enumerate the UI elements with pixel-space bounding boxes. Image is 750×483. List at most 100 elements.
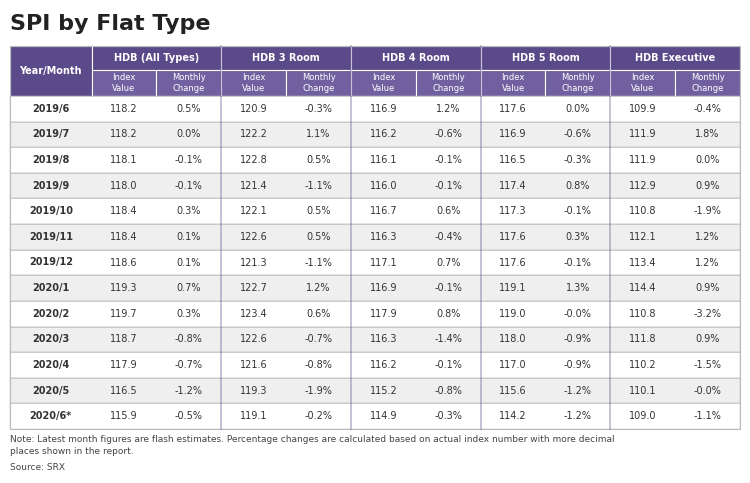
Text: 110.2: 110.2 [629, 360, 656, 370]
Bar [221, 70, 286, 96]
Text: 0.8%: 0.8% [436, 309, 460, 319]
Text: 118.1: 118.1 [110, 155, 138, 165]
Text: -0.8%: -0.8% [175, 334, 202, 344]
Text: 0.8%: 0.8% [566, 181, 590, 191]
Text: 114.4: 114.4 [629, 283, 656, 293]
Text: 0.6%: 0.6% [307, 309, 331, 319]
Text: 116.2: 116.2 [370, 129, 398, 140]
Text: 119.3: 119.3 [240, 385, 268, 396]
Text: -0.7%: -0.7% [304, 334, 332, 344]
Text: -1.1%: -1.1% [304, 257, 332, 268]
Text: Index
Value: Index Value [631, 73, 655, 93]
Bar [157, 70, 221, 96]
Text: 2020/1: 2020/1 [32, 283, 70, 293]
Text: -1.2%: -1.2% [175, 385, 203, 396]
Bar [10, 173, 740, 199]
Text: HDB Executive: HDB Executive [635, 53, 716, 63]
Text: -0.9%: -0.9% [564, 334, 592, 344]
Text: 117.0: 117.0 [500, 360, 527, 370]
Bar [92, 46, 221, 70]
Text: 111.8: 111.8 [629, 334, 656, 344]
Text: -0.3%: -0.3% [304, 104, 332, 114]
Text: 0.9%: 0.9% [695, 283, 720, 293]
Text: 122.6: 122.6 [240, 232, 268, 242]
Text: 120.9: 120.9 [240, 104, 268, 114]
Text: 111.9: 111.9 [629, 155, 656, 165]
Text: 118.4: 118.4 [110, 232, 138, 242]
Text: 122.8: 122.8 [240, 155, 268, 165]
Text: -0.3%: -0.3% [564, 155, 592, 165]
Text: 117.6: 117.6 [500, 257, 527, 268]
Text: 0.1%: 0.1% [177, 257, 201, 268]
Text: Year/Month: Year/Month [20, 66, 82, 76]
Text: -0.7%: -0.7% [175, 360, 203, 370]
Text: 117.9: 117.9 [370, 309, 398, 319]
Text: -3.2%: -3.2% [694, 309, 722, 319]
Text: 122.6: 122.6 [240, 334, 268, 344]
Text: HDB 3 Room: HDB 3 Room [252, 53, 320, 63]
Text: 115.2: 115.2 [370, 385, 398, 396]
Text: -0.5%: -0.5% [175, 411, 203, 421]
Text: HDB (All Types): HDB (All Types) [114, 53, 199, 63]
Text: -1.5%: -1.5% [694, 360, 722, 370]
Text: Monthly
Change: Monthly Change [172, 73, 206, 93]
Text: 2019/8: 2019/8 [32, 155, 70, 165]
Text: Note: Latest month figures are flash estimates. Percentage changes are calculate: Note: Latest month figures are flash est… [10, 435, 615, 456]
Text: -1.4%: -1.4% [434, 334, 462, 344]
Text: 117.1: 117.1 [370, 257, 398, 268]
Text: 2019/12: 2019/12 [28, 257, 73, 268]
Text: 0.5%: 0.5% [177, 104, 201, 114]
Text: 121.4: 121.4 [240, 181, 268, 191]
Bar [10, 403, 740, 429]
Text: 118.0: 118.0 [500, 334, 526, 344]
Text: -0.1%: -0.1% [434, 360, 462, 370]
Text: 119.7: 119.7 [110, 309, 138, 319]
Text: 0.3%: 0.3% [177, 309, 201, 319]
Text: 0.3%: 0.3% [177, 206, 201, 216]
Text: 121.3: 121.3 [240, 257, 268, 268]
Text: 2020/6*: 2020/6* [30, 411, 72, 421]
Text: 2019/9: 2019/9 [32, 181, 70, 191]
Text: 0.5%: 0.5% [306, 232, 331, 242]
Text: 2020/4: 2020/4 [32, 360, 70, 370]
Text: 2020/2: 2020/2 [32, 309, 70, 319]
Text: 116.9: 116.9 [500, 129, 526, 140]
Bar [416, 70, 481, 96]
Text: -0.1%: -0.1% [434, 155, 462, 165]
Text: Index
Value: Index Value [502, 73, 525, 93]
Text: HDB 5 Room: HDB 5 Room [512, 53, 579, 63]
Text: 0.3%: 0.3% [566, 232, 590, 242]
Text: 117.6: 117.6 [500, 232, 527, 242]
Text: 119.1: 119.1 [240, 411, 268, 421]
Text: 117.4: 117.4 [500, 181, 527, 191]
Bar [10, 250, 740, 275]
Text: 116.3: 116.3 [370, 232, 398, 242]
Bar [675, 70, 740, 96]
Text: Monthly
Change: Monthly Change [431, 73, 465, 93]
Text: 0.5%: 0.5% [306, 206, 331, 216]
Text: 2019/7: 2019/7 [32, 129, 70, 140]
Bar [10, 46, 92, 96]
Text: -0.6%: -0.6% [564, 129, 592, 140]
Text: Source: SRX: Source: SRX [10, 463, 65, 472]
Text: 112.9: 112.9 [629, 181, 656, 191]
Text: 1.2%: 1.2% [306, 283, 331, 293]
Text: Index
Value: Index Value [242, 73, 266, 93]
Text: 110.8: 110.8 [629, 206, 656, 216]
Bar [10, 147, 740, 173]
Bar [92, 70, 157, 96]
Text: 114.9: 114.9 [370, 411, 398, 421]
Text: 0.7%: 0.7% [436, 257, 460, 268]
Text: -0.1%: -0.1% [434, 283, 462, 293]
Text: -0.8%: -0.8% [304, 360, 332, 370]
Text: 117.6: 117.6 [500, 104, 527, 114]
Text: 114.2: 114.2 [500, 411, 527, 421]
Text: 115.6: 115.6 [500, 385, 527, 396]
Text: -0.1%: -0.1% [175, 181, 202, 191]
Text: 1.8%: 1.8% [695, 129, 720, 140]
Text: -0.1%: -0.1% [175, 155, 202, 165]
Text: 0.1%: 0.1% [177, 232, 201, 242]
Text: -0.4%: -0.4% [434, 232, 462, 242]
Text: -1.1%: -1.1% [694, 411, 722, 421]
Text: -1.1%: -1.1% [304, 181, 332, 191]
